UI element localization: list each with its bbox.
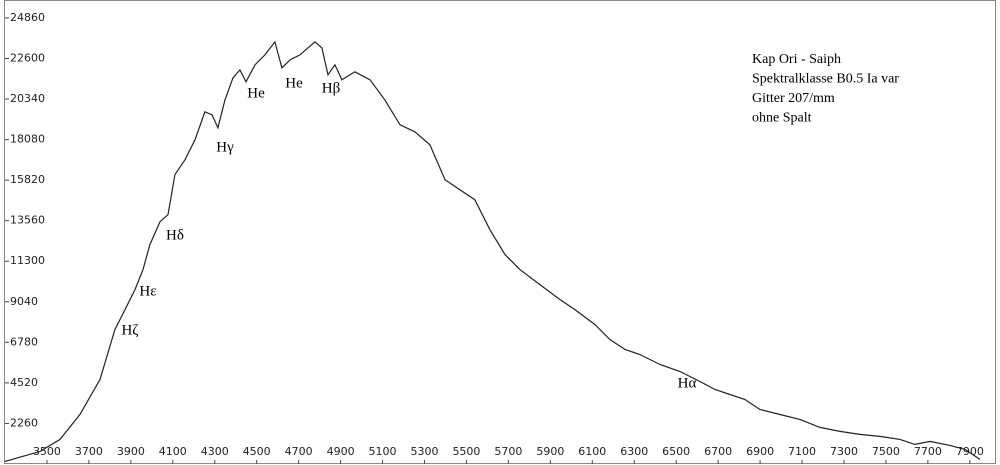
y-tick-label: 18080 xyxy=(10,133,45,146)
line-annotation: Hγ xyxy=(216,139,234,155)
x-tick-label: 4700 xyxy=(285,445,313,458)
x-tick-label: 6100 xyxy=(578,445,606,458)
x-tick-label: 7500 xyxy=(872,445,900,458)
y-tick-label: 15820 xyxy=(10,173,45,186)
x-tick-label: 5300 xyxy=(410,445,438,458)
line-annotation: Hδ xyxy=(166,227,184,243)
x-tick-label: 5100 xyxy=(369,445,397,458)
x-tick-label: 6300 xyxy=(620,445,648,458)
x-tick-label: 5500 xyxy=(452,445,480,458)
line-annotation: Hζ xyxy=(121,322,138,338)
y-tick-label: 11300 xyxy=(10,254,45,267)
info-text: Spektralklasse B0.5 Ia var xyxy=(752,72,899,87)
x-tick-label: 3700 xyxy=(75,445,103,458)
info-text: ohne Spalt xyxy=(752,111,812,126)
info-text: Kap Ori - Saiph xyxy=(752,52,841,67)
x-tick-label: 3500 xyxy=(33,445,61,458)
x-tick-label: 5700 xyxy=(494,445,522,458)
x-tick-label: 4900 xyxy=(327,445,355,458)
x-tick-label: 6700 xyxy=(704,445,732,458)
x-tick-label: 6900 xyxy=(746,445,774,458)
plot-frame xyxy=(4,0,996,464)
x-tick-label: 4100 xyxy=(159,445,187,458)
line-annotation: Hβ xyxy=(322,80,340,96)
y-tick-label: 20340 xyxy=(10,92,45,105)
y-tick-label: 2260 xyxy=(10,416,38,429)
line-annotation: He xyxy=(285,75,303,91)
x-tick-label: 5900 xyxy=(536,445,564,458)
y-tick-label: 9040 xyxy=(10,295,38,308)
y-tick-label: 22600 xyxy=(10,51,45,64)
y-tick-label: 13560 xyxy=(10,214,45,227)
x-tick-label: 4500 xyxy=(243,445,271,458)
x-tick-label: 7700 xyxy=(914,445,942,458)
spectrum-line xyxy=(4,40,981,462)
x-tick-label: 7100 xyxy=(788,445,816,458)
y-tick-label: 4520 xyxy=(10,376,38,389)
x-tick-label: 4300 xyxy=(201,445,229,458)
y-tick-label: 24860 xyxy=(10,11,45,24)
y-tick-label: 6780 xyxy=(10,335,38,348)
info-text: Gitter 207/mm xyxy=(752,91,835,106)
line-annotation: Hα xyxy=(678,375,697,391)
x-tick-label: 3900 xyxy=(117,445,145,458)
x-tick-label: 6500 xyxy=(662,445,690,458)
line-annotation: Hε xyxy=(139,283,156,299)
x-tick-label: 7900 xyxy=(956,445,984,458)
line-annotation: He xyxy=(247,85,265,101)
x-tick-label: 7300 xyxy=(830,445,858,458)
